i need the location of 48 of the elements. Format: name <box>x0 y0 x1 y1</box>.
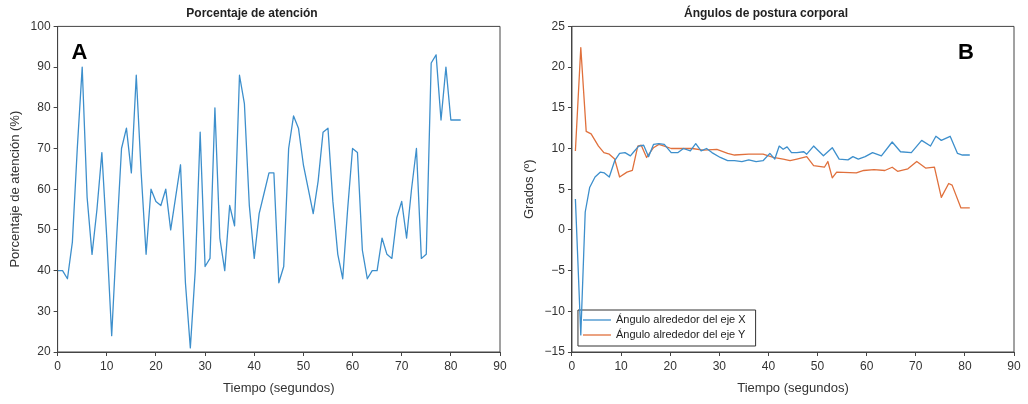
legend-label: Ángulo alrededor del eje X <box>615 313 747 326</box>
y-tick-label: 10 <box>551 140 566 155</box>
y-tick-label: 40 <box>37 262 51 277</box>
x-tick-label: 80 <box>958 358 972 373</box>
x-tick-label: 40 <box>247 358 262 373</box>
annotation: A <box>71 39 88 65</box>
x-tick-label: 60 <box>859 358 874 373</box>
y-tick-label: 5 <box>558 181 566 196</box>
y-tick-label: 25 <box>551 18 566 33</box>
y-tick-label: 30 <box>37 303 51 318</box>
annotation: B <box>958 39 974 65</box>
x-tick-label: 80 <box>444 358 458 373</box>
x-tick-label: 20 <box>663 358 678 373</box>
y-tick-label: −15 <box>544 344 566 359</box>
x-axis-title: Tiempo (segundos) <box>737 379 849 395</box>
y-tick-label: 100 <box>30 18 51 33</box>
x-tick-label: 70 <box>909 358 923 373</box>
x-tick-label: 20 <box>149 358 163 373</box>
chart-title: Ángulos de postura corporal <box>683 4 849 20</box>
y-axis-title: Grados (º) <box>521 159 537 220</box>
y-axis-title: Porcentaje de atención (%) <box>7 110 23 268</box>
x-tick-label: 40 <box>761 358 776 373</box>
y-tick-label: 90 <box>37 59 51 74</box>
y-tick-label: 20 <box>37 344 51 359</box>
y-tick-label: 70 <box>37 140 51 155</box>
x-axis-title: Tiempo (segundos) <box>223 379 335 395</box>
x-tick-label: 0 <box>54 358 62 373</box>
x-tick-label: 10 <box>614 358 629 373</box>
y-tick-label: −10 <box>544 303 566 318</box>
y-tick-label: 15 <box>551 100 566 115</box>
x-tick-label: 70 <box>395 358 409 373</box>
legend-label: Ángulo alrededor del eje Y <box>615 328 747 341</box>
x-tick-label: 50 <box>296 358 311 373</box>
x-tick-label: 60 <box>345 358 360 373</box>
y-tick-label: 0 <box>558 222 566 237</box>
x-tick-label: 10 <box>100 358 114 373</box>
y-tick-label: 50 <box>37 222 51 237</box>
y-tick-label: 60 <box>37 181 51 196</box>
chart-title: Porcentaje de atención <box>186 5 318 20</box>
y-tick-label: −5 <box>551 262 566 277</box>
y-tick-label: 20 <box>551 59 566 74</box>
x-tick-label: 50 <box>810 358 825 373</box>
x-tick-label: 30 <box>712 358 727 373</box>
x-tick-label: 90 <box>1007 358 1021 373</box>
x-tick-label: 0 <box>568 358 576 373</box>
x-tick-label: 30 <box>198 358 213 373</box>
y-tick-label: 80 <box>37 100 51 115</box>
x-tick-label: 90 <box>493 358 507 373</box>
